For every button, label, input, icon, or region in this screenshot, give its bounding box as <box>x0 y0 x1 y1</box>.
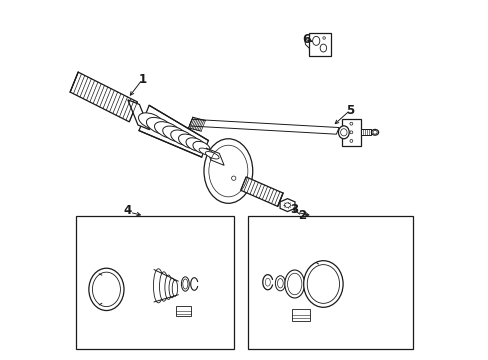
Text: 4: 4 <box>123 204 132 217</box>
Bar <box>341 119 360 146</box>
Ellipse shape <box>159 272 168 301</box>
Bar <box>76 216 233 348</box>
Ellipse shape <box>338 126 348 139</box>
Bar <box>291 309 309 320</box>
Ellipse shape <box>287 273 301 295</box>
Ellipse shape <box>183 279 187 289</box>
Polygon shape <box>280 199 294 212</box>
Ellipse shape <box>138 113 163 130</box>
Polygon shape <box>189 119 338 134</box>
Ellipse shape <box>371 130 378 135</box>
Text: 3: 3 <box>290 203 298 216</box>
Polygon shape <box>308 33 330 56</box>
Text: 1: 1 <box>138 73 146 86</box>
Bar <box>175 306 190 316</box>
Polygon shape <box>240 177 283 206</box>
Ellipse shape <box>89 268 124 311</box>
Text: 6: 6 <box>302 32 310 46</box>
Ellipse shape <box>169 278 175 298</box>
Ellipse shape <box>199 148 213 156</box>
Ellipse shape <box>303 261 343 307</box>
Polygon shape <box>127 100 149 130</box>
Ellipse shape <box>193 141 209 153</box>
Ellipse shape <box>277 279 283 288</box>
Text: 2: 2 <box>297 210 305 222</box>
Ellipse shape <box>163 126 187 142</box>
Ellipse shape <box>172 280 177 296</box>
Text: 5: 5 <box>346 104 354 117</box>
Bar <box>247 216 412 348</box>
Ellipse shape <box>153 269 163 303</box>
Ellipse shape <box>178 134 200 148</box>
Ellipse shape <box>275 276 285 291</box>
Polygon shape <box>205 148 224 165</box>
Ellipse shape <box>146 117 172 134</box>
Ellipse shape <box>265 278 270 286</box>
Ellipse shape <box>306 265 339 303</box>
Ellipse shape <box>285 270 304 298</box>
Polygon shape <box>360 130 370 135</box>
Ellipse shape <box>205 152 219 159</box>
Ellipse shape <box>164 275 172 300</box>
Ellipse shape <box>154 122 181 139</box>
Ellipse shape <box>185 138 205 151</box>
Polygon shape <box>70 72 137 122</box>
Ellipse shape <box>181 277 189 291</box>
Polygon shape <box>139 105 208 157</box>
Ellipse shape <box>170 130 194 145</box>
Ellipse shape <box>92 272 120 307</box>
Ellipse shape <box>203 139 252 203</box>
